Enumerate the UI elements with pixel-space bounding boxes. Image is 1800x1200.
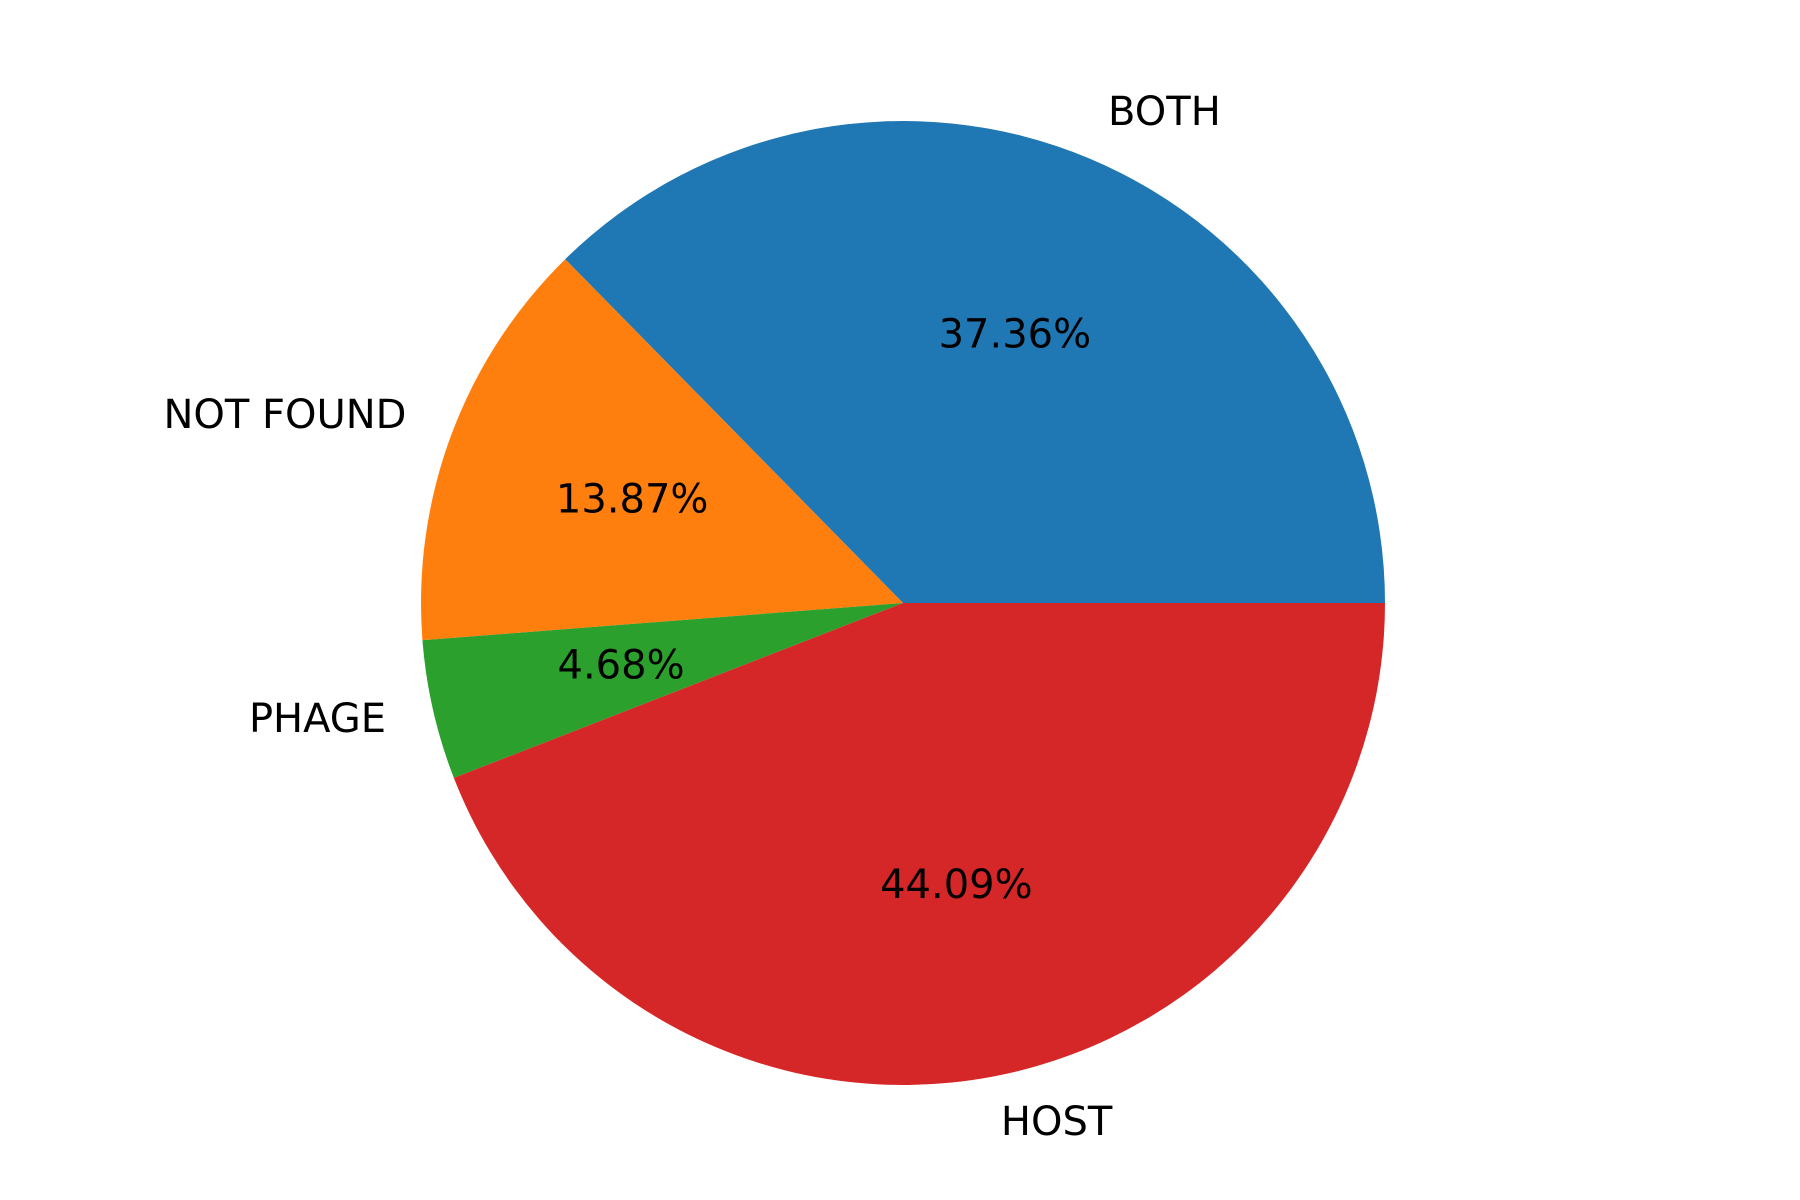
pie-slice-not-found	[421, 259, 903, 641]
slice-percentage: 44.09%	[880, 862, 1033, 908]
slice-label: NOT FOUND	[163, 392, 406, 438]
slice-percentage: 4.68%	[558, 642, 685, 688]
pie-slice-both	[565, 120, 1385, 604]
slice-percentage: 37.36%	[939, 311, 1092, 357]
slice-label: PHAGE	[249, 696, 386, 742]
pie-slice-host	[453, 603, 1385, 1086]
pie-slice-phage	[422, 603, 903, 778]
slice-label: HOST	[1001, 1099, 1113, 1145]
slice-label: BOTH	[1108, 89, 1221, 135]
slice-percentage: 13.87%	[556, 477, 709, 523]
